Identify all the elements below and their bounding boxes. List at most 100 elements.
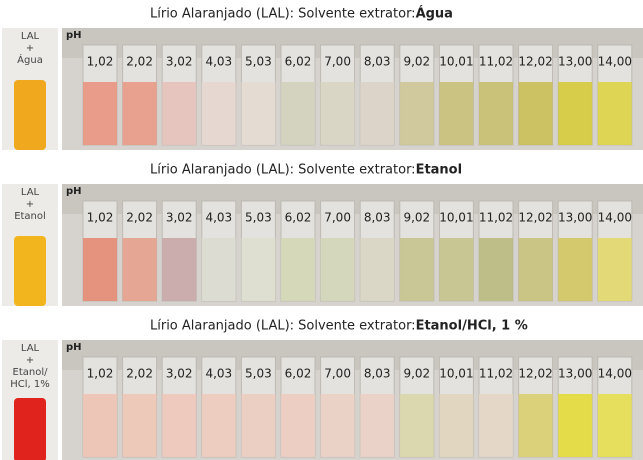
thumbnail-vial (14, 236, 46, 306)
vial-liquid (321, 394, 355, 457)
ph-value: 2,02 (126, 367, 153, 381)
panel-title: Lírio Alaranjado (LAL): Solvente extrato… (150, 319, 416, 334)
vial-liquid (241, 238, 275, 301)
ph-value: 13,00 (558, 211, 592, 225)
vial-liquid (202, 238, 236, 301)
vial-liquid (123, 394, 157, 457)
ph-label: pH (66, 30, 82, 41)
vial-liquid (558, 394, 592, 457)
ph-value: 7,00 (324, 55, 351, 69)
vial-liquid (479, 394, 513, 457)
ph-value: 6,02 (285, 211, 312, 225)
ph-value: 5,03 (245, 55, 272, 69)
side-label: HCl, 1% (10, 379, 50, 390)
ph-value: 7,00 (324, 367, 351, 381)
ph-value: 7,00 (324, 211, 351, 225)
vial-liquid (519, 394, 553, 457)
ph-value: 1,02 (87, 367, 114, 381)
ph-value: 13,00 (558, 367, 592, 381)
ph-value: 12,02 (518, 367, 552, 381)
ph-value: 9,02 (403, 55, 430, 69)
vial-liquid (241, 394, 275, 457)
ph-value: 14,00 (598, 367, 632, 381)
ph-value: 2,02 (126, 211, 153, 225)
vial-liquid (123, 238, 157, 301)
ph-value: 11,02 (479, 55, 513, 69)
vial-liquid (241, 82, 275, 145)
vial-liquid (83, 394, 117, 457)
ph-value: 12,02 (518, 55, 552, 69)
ph-value: 5,03 (245, 367, 272, 381)
vial-liquid (281, 394, 315, 457)
ph-value: 8,03 (364, 55, 391, 69)
ph-value: 14,00 (598, 211, 632, 225)
side-label: + (26, 43, 34, 54)
vial-liquid (519, 82, 553, 145)
ph-value: 8,03 (364, 211, 391, 225)
vial-liquid (162, 394, 196, 457)
ph-value: 6,02 (285, 367, 312, 381)
vial-liquid (202, 394, 236, 457)
ph-value: 10,01 (439, 367, 473, 381)
vial-liquid (281, 82, 315, 145)
ph-value: 1,02 (87, 55, 114, 69)
ph-value: 1,02 (87, 211, 114, 225)
vial-liquid (439, 82, 473, 145)
vial-liquid (360, 394, 394, 457)
vial-liquid (598, 82, 632, 145)
ph-value: 9,02 (403, 211, 430, 225)
ph-value: 9,02 (403, 367, 430, 381)
ph-value: 11,02 (479, 367, 513, 381)
vial-liquid (598, 394, 632, 457)
panel-title-bold: Água (416, 6, 453, 22)
vial-liquid (360, 82, 394, 145)
vial-liquid (162, 238, 196, 301)
vial-liquid (439, 394, 473, 457)
vial-liquid (83, 238, 117, 301)
vial-liquid (162, 82, 196, 145)
vial-liquid (479, 238, 513, 301)
vial-liquid (400, 394, 434, 457)
side-label: + (26, 355, 34, 366)
side-label: LAL (21, 31, 40, 42)
ph-value: 13,00 (558, 55, 592, 69)
vial-liquid (123, 82, 157, 145)
vial-liquid (321, 82, 355, 145)
vial-liquid (321, 238, 355, 301)
panel-title-bold: Etanol/HCl, 1 % (416, 319, 528, 334)
ph-value: 3,02 (166, 55, 193, 69)
panel-title: Lírio Alaranjado (LAL): Solvente extrato… (150, 7, 416, 22)
ph-value: 11,02 (479, 211, 513, 225)
vial-liquid (598, 238, 632, 301)
vial-liquid (558, 238, 592, 301)
ph-value: 14,00 (598, 55, 632, 69)
ph-value: 5,03 (245, 211, 272, 225)
panel-title: Lírio Alaranjado (LAL): Solvente extrato… (150, 163, 416, 178)
ph-value: 6,02 (285, 55, 312, 69)
ph-value: 2,02 (126, 55, 153, 69)
ph-value: 8,03 (364, 367, 391, 381)
vial-liquid (439, 238, 473, 301)
side-label: Etanol (14, 211, 46, 222)
ph-value: 3,02 (166, 211, 193, 225)
side-label: LAL (21, 343, 40, 354)
ph-value: 3,02 (166, 367, 193, 381)
ph-value: 12,02 (518, 211, 552, 225)
side-label: LAL (21, 187, 40, 198)
vial-liquid (400, 82, 434, 145)
ph-value: 10,01 (439, 55, 473, 69)
vial-liquid (83, 82, 117, 145)
ph-value: 10,01 (439, 211, 473, 225)
ph-label: pH (66, 186, 82, 197)
vial-liquid (281, 238, 315, 301)
side-label: + (26, 199, 34, 210)
ph-label: pH (66, 342, 82, 353)
ph-value: 4,03 (205, 367, 232, 381)
figure: Lírio Alaranjado (LAL): Solvente extrato… (0, 0, 643, 460)
vial-liquid (479, 82, 513, 145)
vial-liquid (360, 238, 394, 301)
side-label: Etanol/ (13, 367, 49, 378)
side-label: Água (17, 53, 43, 66)
ph-value: 4,03 (205, 211, 232, 225)
vial-liquid (202, 82, 236, 145)
